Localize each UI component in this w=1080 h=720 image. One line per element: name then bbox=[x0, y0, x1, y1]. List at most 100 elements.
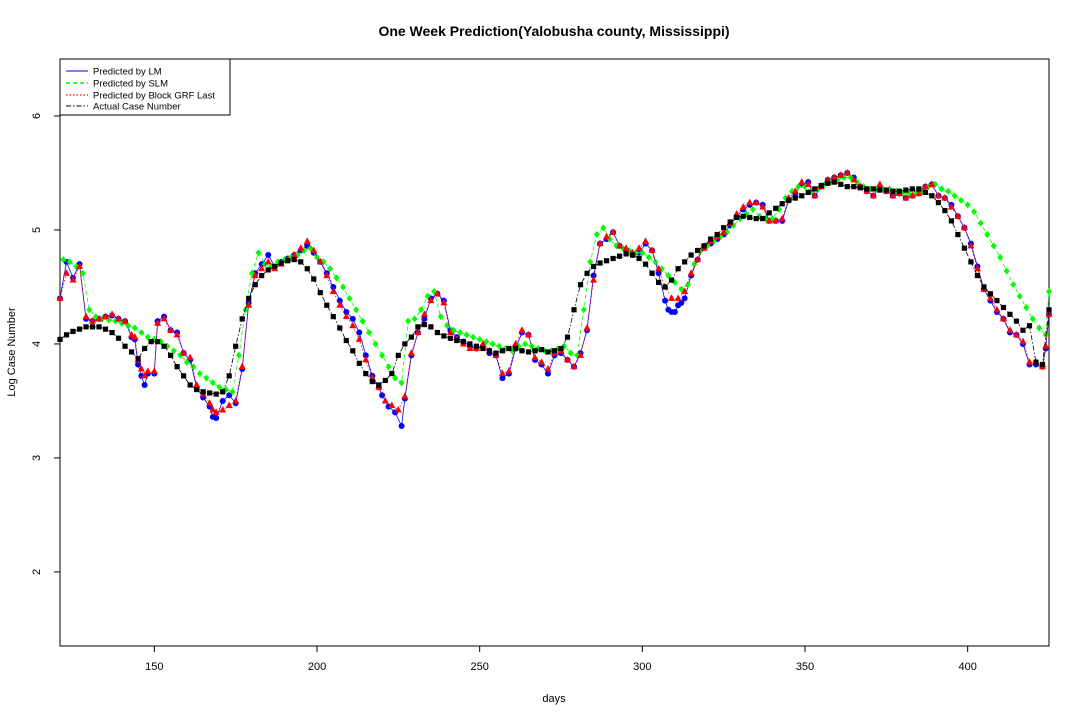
data-point bbox=[190, 363, 197, 371]
data-point bbox=[150, 367, 158, 374]
data-point bbox=[639, 249, 646, 257]
data-point bbox=[395, 352, 401, 358]
data-point bbox=[446, 328, 454, 336]
data-point bbox=[1020, 327, 1026, 333]
data-point bbox=[411, 315, 418, 323]
data-point bbox=[838, 181, 844, 187]
data-point bbox=[398, 379, 405, 387]
data-point bbox=[310, 246, 318, 253]
data-point bbox=[317, 290, 323, 296]
data-point bbox=[798, 178, 806, 185]
data-point bbox=[682, 259, 688, 265]
data-point bbox=[1013, 318, 1020, 324]
data-point bbox=[934, 191, 942, 199]
data-point bbox=[359, 317, 366, 325]
data-point bbox=[83, 324, 89, 330]
data-point bbox=[837, 171, 845, 178]
x-tick-label: 250 bbox=[470, 661, 488, 673]
data-point bbox=[655, 270, 662, 277]
data-point bbox=[590, 272, 597, 279]
data-point bbox=[1000, 304, 1007, 311]
data-point bbox=[207, 390, 213, 396]
x-axis: 150 200 250 300 350 400 bbox=[145, 646, 977, 673]
data-point bbox=[694, 255, 702, 263]
data-point bbox=[336, 297, 343, 304]
data-point bbox=[909, 186, 915, 192]
data-point bbox=[196, 370, 203, 378]
data-point bbox=[89, 324, 96, 330]
data-point bbox=[984, 231, 991, 239]
data-point bbox=[830, 173, 838, 181]
data-point bbox=[173, 330, 181, 338]
data-point bbox=[577, 351, 585, 358]
data-point bbox=[86, 306, 93, 314]
data-point bbox=[323, 271, 331, 279]
data-point bbox=[259, 272, 265, 279]
data-point bbox=[311, 276, 317, 282]
data-point bbox=[454, 337, 460, 344]
data-point bbox=[954, 212, 962, 219]
data-point bbox=[805, 189, 811, 195]
data-point bbox=[161, 343, 167, 349]
data-point bbox=[160, 314, 168, 322]
data-point bbox=[379, 392, 386, 399]
data-point bbox=[590, 276, 598, 283]
data-point bbox=[778, 214, 786, 222]
data-point bbox=[333, 274, 340, 282]
data-point bbox=[668, 294, 676, 301]
data-point bbox=[463, 331, 470, 339]
data-point bbox=[681, 287, 689, 295]
data-point bbox=[922, 189, 928, 195]
x-tick-label: 350 bbox=[796, 661, 814, 673]
data-point bbox=[394, 406, 402, 413]
data-point bbox=[945, 187, 952, 195]
data-point bbox=[564, 334, 571, 340]
data-point bbox=[229, 388, 236, 396]
data-point bbox=[597, 260, 603, 266]
data-point bbox=[889, 191, 897, 199]
data-point bbox=[121, 317, 129, 324]
data-point bbox=[799, 193, 805, 199]
data-point bbox=[903, 187, 909, 193]
data-point bbox=[168, 352, 174, 358]
data-point bbox=[434, 329, 440, 336]
data-point bbox=[226, 373, 232, 379]
data-point bbox=[512, 345, 519, 352]
data-point bbox=[137, 365, 145, 372]
data-point bbox=[1042, 342, 1050, 349]
legend: Predicted by LM Predicted by SLM Predict… bbox=[59, 58, 231, 116]
data-point bbox=[1019, 337, 1027, 345]
data-point bbox=[551, 348, 558, 354]
data-point bbox=[753, 215, 759, 222]
data-point bbox=[1003, 267, 1010, 275]
data-point bbox=[330, 313, 336, 320]
data-point bbox=[258, 261, 265, 268]
data-point bbox=[194, 386, 200, 393]
data-point bbox=[131, 333, 139, 340]
data-point bbox=[233, 343, 239, 349]
data-point bbox=[994, 298, 1000, 304]
data-point bbox=[869, 191, 877, 199]
y-tick-label: 5 bbox=[31, 227, 43, 233]
data-point bbox=[1026, 323, 1033, 329]
data-point bbox=[942, 207, 948, 214]
data-point bbox=[372, 340, 379, 348]
data-point bbox=[678, 299, 685, 306]
data-point bbox=[278, 260, 284, 266]
data-point bbox=[144, 367, 152, 374]
data-point bbox=[131, 324, 138, 332]
data-point bbox=[209, 379, 216, 387]
data-point bbox=[213, 391, 219, 397]
data-point bbox=[749, 205, 756, 213]
data-point bbox=[496, 342, 503, 350]
data-point bbox=[408, 334, 414, 340]
data-point bbox=[721, 225, 727, 231]
data-point bbox=[226, 392, 233, 399]
data-point bbox=[187, 382, 193, 388]
data-point bbox=[1046, 307, 1052, 313]
data-point bbox=[587, 258, 594, 266]
data-point bbox=[1039, 361, 1046, 368]
data-point bbox=[330, 283, 337, 290]
data-point bbox=[590, 263, 597, 270]
data-point bbox=[518, 326, 526, 333]
